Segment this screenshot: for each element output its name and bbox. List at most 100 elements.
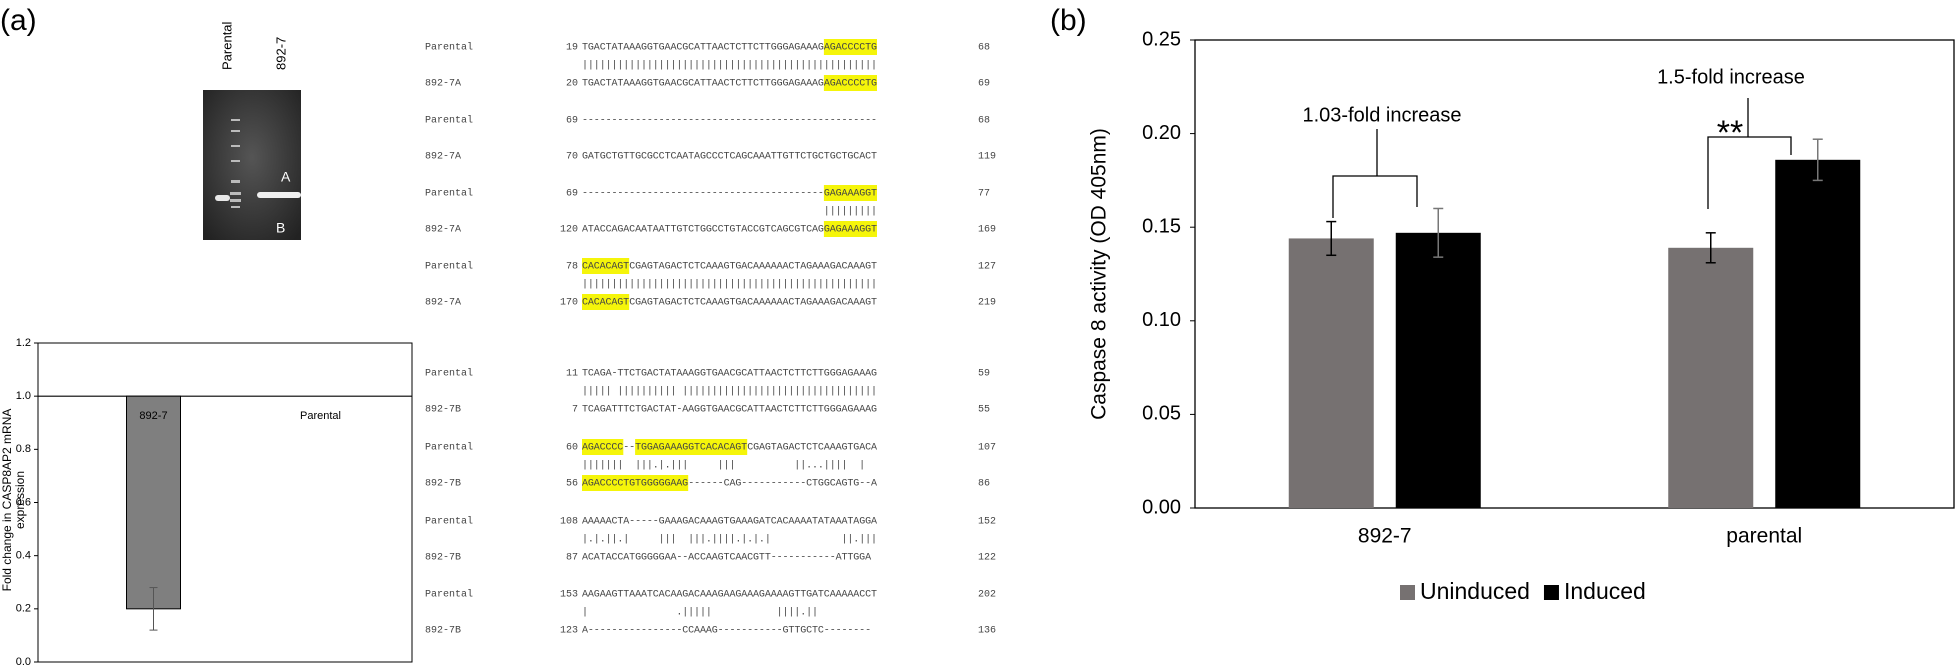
sequence-name: 892-7B [425,553,461,564]
bar [1395,232,1481,509]
error-bar [149,587,158,631]
sequence-start: 120 [560,225,578,236]
band-label: B [276,220,285,236]
sequence: AGACCCCTG [824,79,877,90]
sequence: TGACTATAAAGGTGAACGCATTAACTCTTCTTGGGAGAAA… [582,79,824,90]
y-axis-label: expression [13,471,27,529]
match-line: ||||||||| [582,206,877,218]
sequence-start: 69 [566,189,578,200]
sequence-start: 78 [566,262,578,273]
sequence-start: 60 [566,443,578,454]
sequence-end: 68 [978,116,990,127]
gel-band [257,192,301,198]
sequence: CGAGTAGACTCTCAAAGTGACA [747,443,877,454]
sequence: GAGAAAGGT [824,189,877,200]
sequence-start: 108 [560,517,578,528]
sequence-name: Parental [425,368,473,380]
highlight [582,439,624,455]
highlight [823,185,877,201]
y-tick-label: 0.6 [16,496,31,508]
bracket [1707,136,1792,209]
lane-label: Parental [219,21,234,70]
sequence-start: 19 [566,43,578,54]
sequence: ATACCAGACAATAATTGTCTGGCCTGTACCGTCAGCGTCA… [582,225,824,236]
sequence: AGACCCC [582,443,623,454]
ladder-band [231,130,240,132]
sequence: CACACAGT [582,262,629,273]
match-line: | .||||| ||||.|| [582,607,818,619]
sequence: AGACCCCTGTGGGGGAAG [582,479,688,490]
match-line: ||||||| |||.|.||| ||| ||...|||| | [582,460,865,472]
sequence: ------CAG-----------CTGGCAGTG--A [688,479,877,490]
bar-label: 892-7 [139,410,167,422]
sequence-end: 219 [978,298,996,309]
sequence-name: Parental [425,442,473,454]
y-axis-label: Caspase 8 activity (OD 405nm) [1088,128,1111,420]
highlight [582,294,630,310]
sequence-end: 77 [978,189,990,200]
ladder-band [231,119,240,121]
highlight [823,75,877,91]
y-tick-label: 0.25 [1142,28,1181,50]
match-line: ||||||||||||||||||||||||||||||||||||||||… [582,60,877,72]
sequence: -- [623,443,635,454]
legend-swatch [1543,585,1559,600]
bar [1775,159,1861,509]
sequence: AAAAACTA-----GAAAGACAAAGTGAAAGATCACAAAAT… [582,517,877,528]
panel-label: (b) [1050,4,1087,37]
bar-label: Parental [300,410,341,422]
error-bar [1326,220,1337,257]
ladder [230,119,241,208]
sequence-end: 169 [978,225,996,236]
error-bar [1812,138,1823,182]
sequence: A----------------CCAAAG-----------GTTGCT… [582,626,871,637]
panel-label: (a) [0,4,37,37]
legend-label: Uninduced [1420,578,1530,604]
annotation: 1.5-fold increase [1657,66,1805,88]
sequence: AGACCCCTG [824,43,877,54]
sequence-name: 892-7A [425,152,461,163]
legend-swatch [1400,585,1415,600]
y-tick-label: 1.2 [16,337,31,349]
sequence-end: 86 [978,479,990,490]
sequence: CACACAGT [582,298,629,309]
sequence-end: 55 [978,405,990,416]
ladder-band [231,160,240,162]
sequence: TGGAGAAAGGTCACACAGT [635,443,747,454]
sequence-name: 892-7B [425,405,461,416]
highlight [823,221,877,237]
sequence-name: 892-7A [425,298,461,309]
sequence-end: 68 [978,43,990,54]
sequence-start: 7 [572,405,578,416]
y-tick-label: 1.0 [16,390,31,402]
ladder-band [231,206,240,208]
sequence-end: 127 [978,262,996,273]
bracket [1332,175,1418,218]
match-line: ||||||||||||||||||||||||||||||||||||||||… [582,279,877,291]
y-tick-label: 0.0 [16,656,31,668]
sequence-name: 892-7A [425,225,461,236]
sequence-name: 892-7B [425,479,461,490]
sequence: ACATACCATGGGGGAA--ACCAAGTCAACGTT--------… [582,553,871,564]
gel-image [203,90,301,240]
sequence: ----------------------------------------… [582,189,824,200]
x-tick-label: parental [1726,525,1802,548]
sequence-end: 119 [978,152,996,163]
sequence: AAGAAGTTAAATCACAAGACAAAGAAGAAAGAAAAGTTGA… [582,590,877,601]
sequence: GATGCTGTTGCGCCTCAATAGCCCTCAGCAAATTGTTCTG… [582,152,877,163]
significance: ** [1717,114,1743,152]
match-line: ||||| |||||||||| |||||||||||||||||||||||… [582,386,877,398]
sequence-name: 892-7A [425,79,461,90]
ladder-band [231,180,240,183]
ladder-band [230,192,241,195]
plot-frame [1194,39,1955,509]
sequence-end: 202 [978,590,996,601]
sequence-start: 87 [566,553,578,564]
band-label: A [281,169,291,185]
sequence-end: 69 [978,79,990,90]
sequence-start: 170 [560,298,578,309]
bar [1668,247,1754,509]
y-tick-label: 0.2 [16,603,31,615]
